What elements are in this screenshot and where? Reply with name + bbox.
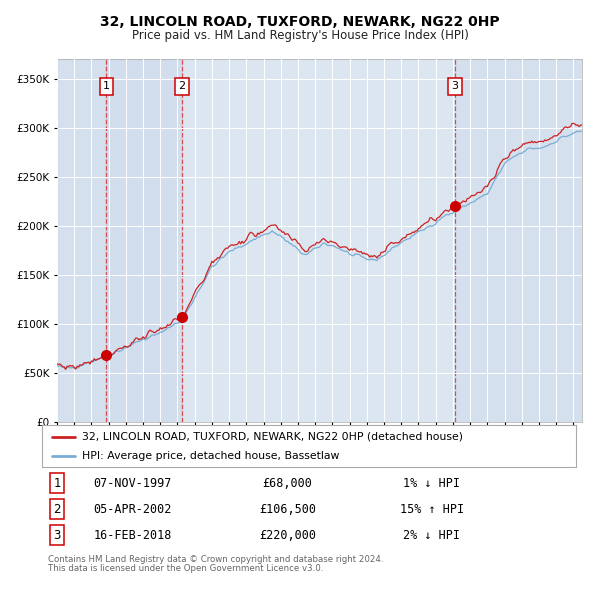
Text: 15% ↑ HPI: 15% ↑ HPI [400,503,464,516]
Text: 07-NOV-1997: 07-NOV-1997 [94,477,172,490]
Text: 3: 3 [53,529,61,542]
Text: 05-APR-2002: 05-APR-2002 [94,503,172,516]
Text: Contains HM Land Registry data © Crown copyright and database right 2024.: Contains HM Land Registry data © Crown c… [48,555,383,564]
Text: This data is licensed under the Open Government Licence v3.0.: This data is licensed under the Open Gov… [48,564,323,573]
Text: 1: 1 [53,477,61,490]
Text: £220,000: £220,000 [259,529,316,542]
Text: £106,500: £106,500 [259,503,316,516]
Text: 2: 2 [53,503,61,516]
Text: 16-FEB-2018: 16-FEB-2018 [94,529,172,542]
Text: 2% ↓ HPI: 2% ↓ HPI [403,529,460,542]
Text: 3: 3 [451,81,458,91]
Text: 32, LINCOLN ROAD, TUXFORD, NEWARK, NG22 0HP (detached house): 32, LINCOLN ROAD, TUXFORD, NEWARK, NG22 … [82,432,463,442]
Text: 1% ↓ HPI: 1% ↓ HPI [403,477,460,490]
Bar [106,59,182,422]
Bar [182,59,455,422]
Text: £68,000: £68,000 [263,477,313,490]
Text: 2: 2 [179,81,185,91]
Text: 32, LINCOLN ROAD, TUXFORD, NEWARK, NG22 0HP: 32, LINCOLN ROAD, TUXFORD, NEWARK, NG22 … [100,15,500,30]
Text: HPI: Average price, detached house, Bassetlaw: HPI: Average price, detached house, Bass… [82,451,340,461]
Text: 1: 1 [103,81,110,91]
Bar [57,59,106,422]
Text: Price paid vs. HM Land Registry's House Price Index (HPI): Price paid vs. HM Land Registry's House … [131,29,469,42]
Bar [455,59,582,422]
